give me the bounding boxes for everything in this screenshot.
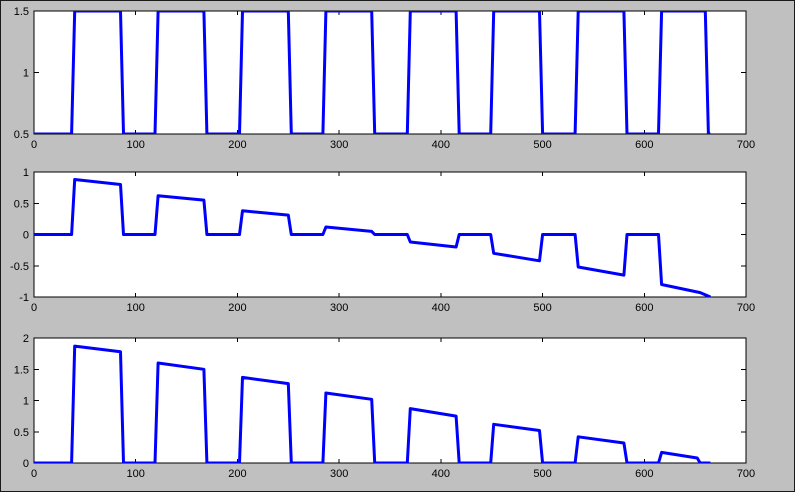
- y-tick-label: 1.5: [14, 364, 29, 376]
- x-tick-label: 0: [31, 302, 37, 314]
- axes-box: [33, 10, 747, 135]
- y-tick-label: 0.5: [14, 198, 29, 210]
- x-tick-label: 300: [330, 302, 348, 314]
- x-tick-label: 500: [533, 139, 551, 151]
- series-line-pulse-train: [34, 344, 711, 463]
- subplot-bottom: 0 100 200 300 400 500 600 700 0 0.5 1 1.5 2: [1, 326, 794, 491]
- chart-canvas-decaying-pulse-train-bipolar: 0 100 200 300 400 500 600 700 -1 -0.5 0 0.5 1: [10, 167, 755, 314]
- x-tick-label: 100: [127, 302, 145, 314]
- x-tick-label: 400: [432, 302, 450, 314]
- x-tick-label: 300: [330, 139, 348, 151]
- chart-canvas-decaying-pulse-train-positive: 0 100 200 300 400 500 600 700 0 0.5 1 1.5 2: [14, 333, 755, 480]
- x-tick-label: 500: [533, 468, 551, 480]
- x-axis-ticks: 0 100 200 300 400 500 600 700: [31, 338, 755, 480]
- x-tick-label: 100: [127, 468, 145, 480]
- x-tick-label: 0: [31, 468, 37, 480]
- y-tick-label: 0: [23, 458, 29, 470]
- series-line-square-wave: [34, 11, 711, 134]
- axes-box: [33, 337, 747, 464]
- x-tick-label: 700: [737, 468, 755, 480]
- x-tick-label: 200: [228, 139, 246, 151]
- y-tick-label: 0.5: [14, 129, 29, 141]
- y-tick-label: -0.5: [10, 261, 29, 273]
- x-tick-label: 0: [31, 139, 37, 151]
- x-tick-label: 400: [432, 139, 450, 151]
- y-tick-label: 1: [23, 68, 29, 80]
- y-tick-label: 0.5: [14, 427, 29, 439]
- y-tick-label: 1.5: [14, 6, 29, 18]
- y-axis-ticks: 0.5 1 1.5: [14, 6, 746, 141]
- x-axis-ticks: 0 100 200 300 400 500 600 700: [31, 172, 755, 314]
- x-tick-label: 600: [635, 468, 653, 480]
- y-tick-label: 2: [23, 333, 29, 345]
- subplot-middle: 0 100 200 300 400 500 600 700 -1 -0.5 0 0.5 1: [1, 161, 794, 326]
- subplot-top: 0 100 200 300 400 500 600 700 0.5 1 1.5: [1, 1, 794, 161]
- x-tick-label: 500: [533, 302, 551, 314]
- y-tick-label: 1: [23, 167, 29, 179]
- x-tick-label: 600: [635, 139, 653, 151]
- x-tick-label: 600: [635, 302, 653, 314]
- x-tick-label: 100: [127, 139, 145, 151]
- y-axis-ticks: 0 0.5 1 1.5 2: [14, 333, 746, 470]
- y-tick-label: 0: [23, 230, 29, 242]
- x-tick-label: 400: [432, 468, 450, 480]
- x-tick-label: 300: [330, 468, 348, 480]
- series-line-pulse-train: [34, 178, 711, 297]
- x-axis-ticks: 0 100 200 300 400 500 600 700: [31, 11, 755, 151]
- x-tick-label: 700: [737, 139, 755, 151]
- chart-canvas-square-wave-input: 0 100 200 300 400 500 600 700 0.5 1 1.5: [14, 6, 755, 151]
- x-tick-label: 200: [228, 468, 246, 480]
- x-tick-label: 200: [228, 302, 246, 314]
- x-tick-label: 700: [737, 302, 755, 314]
- y-tick-label: 1: [23, 396, 29, 408]
- y-tick-label: -1: [19, 292, 29, 304]
- y-axis-ticks: -1 -0.5 0 0.5 1: [10, 167, 746, 304]
